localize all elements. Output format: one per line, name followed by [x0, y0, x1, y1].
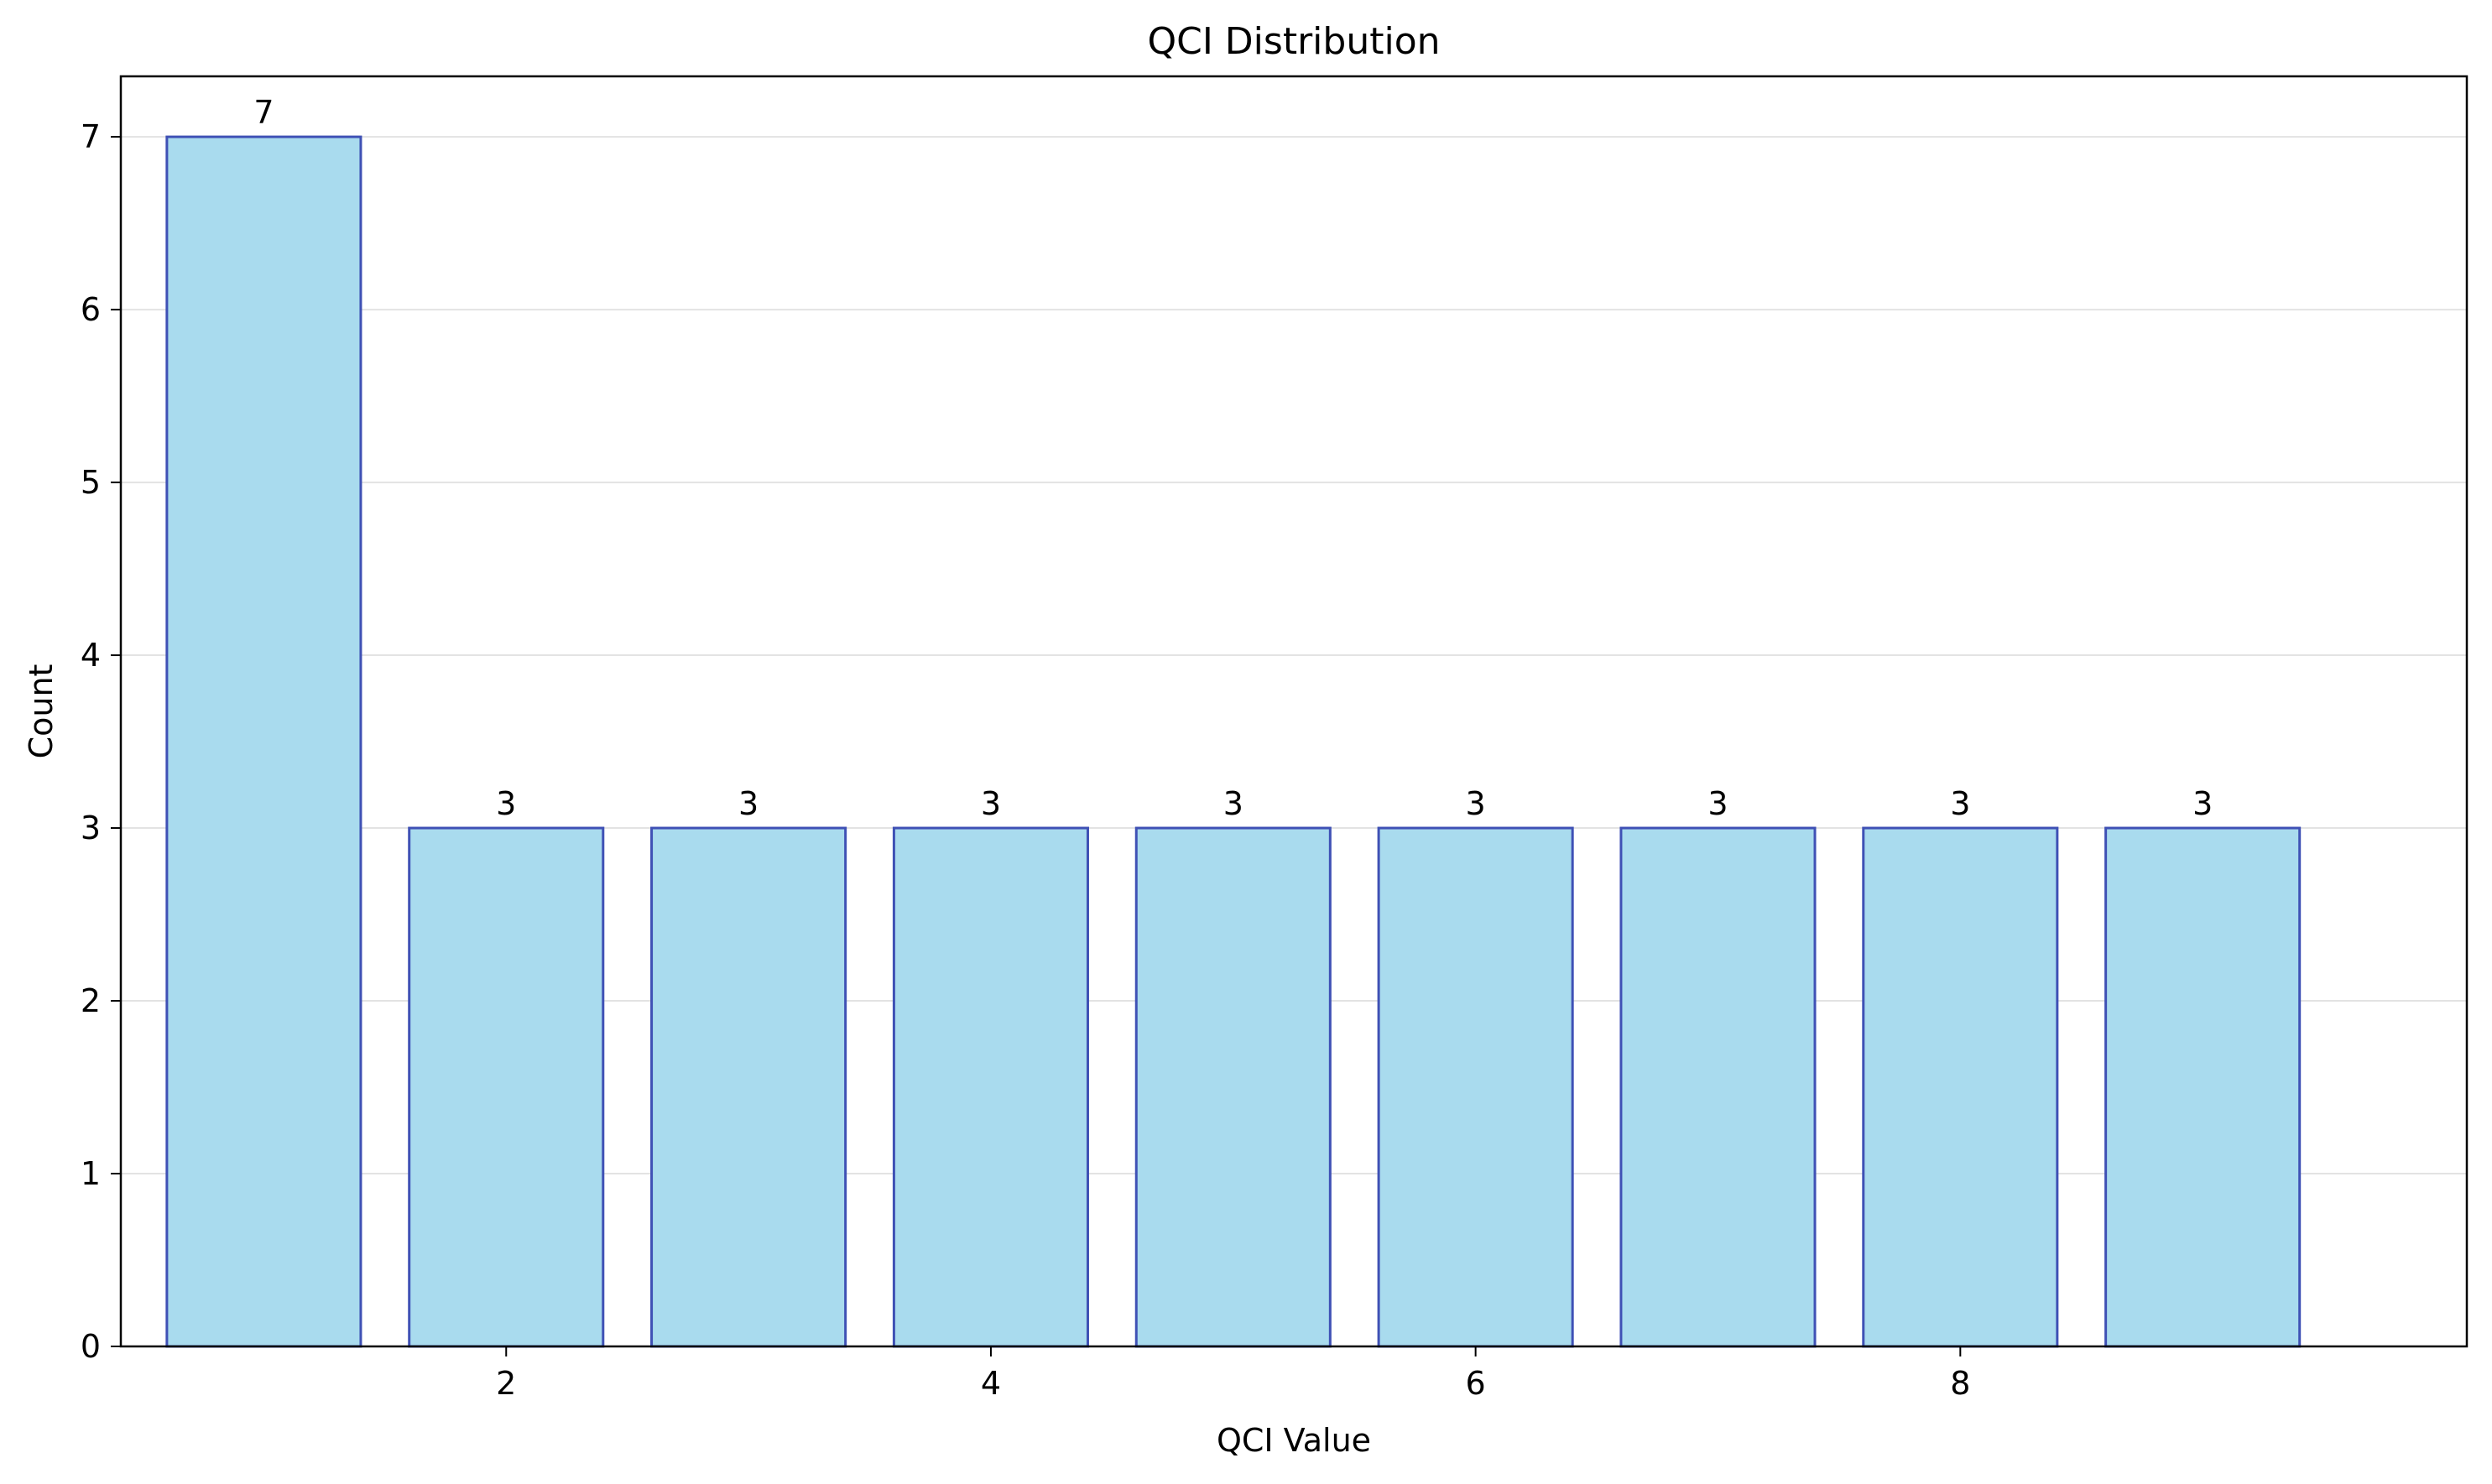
plot-frame [119, 75, 2469, 1348]
x-axis-ticks: 2 4 6 8 [496, 1346, 1970, 1402]
bar [892, 826, 1089, 1348]
y-tick-label: 7 [81, 118, 101, 155]
y-tick-label: 6 [81, 291, 101, 328]
bar [1619, 826, 1817, 1348]
y-tick-label: 1 [81, 1155, 101, 1192]
y-tick-label: 2 [81, 982, 101, 1019]
bar-value-label: 3 [1950, 785, 1970, 822]
x-tick-label: 8 [1950, 1365, 1970, 1402]
x-tick-label: 2 [496, 1365, 516, 1402]
x-axis-label: QCI Value [1217, 1422, 1371, 1459]
bar-value-label: 3 [1707, 785, 1728, 822]
bar [165, 135, 362, 1348]
bar-value-label: 3 [1466, 785, 1486, 822]
y-tick-label: 3 [81, 810, 101, 846]
bar-value-label: 3 [1223, 785, 1243, 822]
bar [650, 826, 847, 1348]
bar-value-label: 3 [981, 785, 1001, 822]
y-axis-label: Count [23, 664, 60, 759]
x-tick-label: 4 [981, 1365, 1001, 1402]
bar-value-labels: 7 3 3 3 3 3 3 3 3 [253, 94, 2213, 822]
x-tick-label: 6 [1466, 1365, 1486, 1402]
bar-value-label: 3 [2192, 785, 2213, 822]
bar [408, 826, 605, 1348]
y-tick-label: 5 [81, 464, 101, 501]
bars [165, 135, 2302, 1348]
bar [1862, 826, 2059, 1348]
bar-value-label: 3 [738, 785, 759, 822]
y-tick-label: 4 [81, 637, 101, 674]
bar [2104, 826, 2302, 1348]
y-axis-ticks: 0 1 2 3 4 5 6 7 [81, 118, 121, 1365]
bar-value-label: 3 [496, 785, 516, 822]
chart-title: QCI Distribution [1147, 20, 1440, 63]
bar [1377, 826, 1574, 1348]
bar-value-label: 7 [253, 94, 274, 131]
y-tick-label: 0 [81, 1328, 101, 1365]
bar [1134, 826, 1332, 1348]
